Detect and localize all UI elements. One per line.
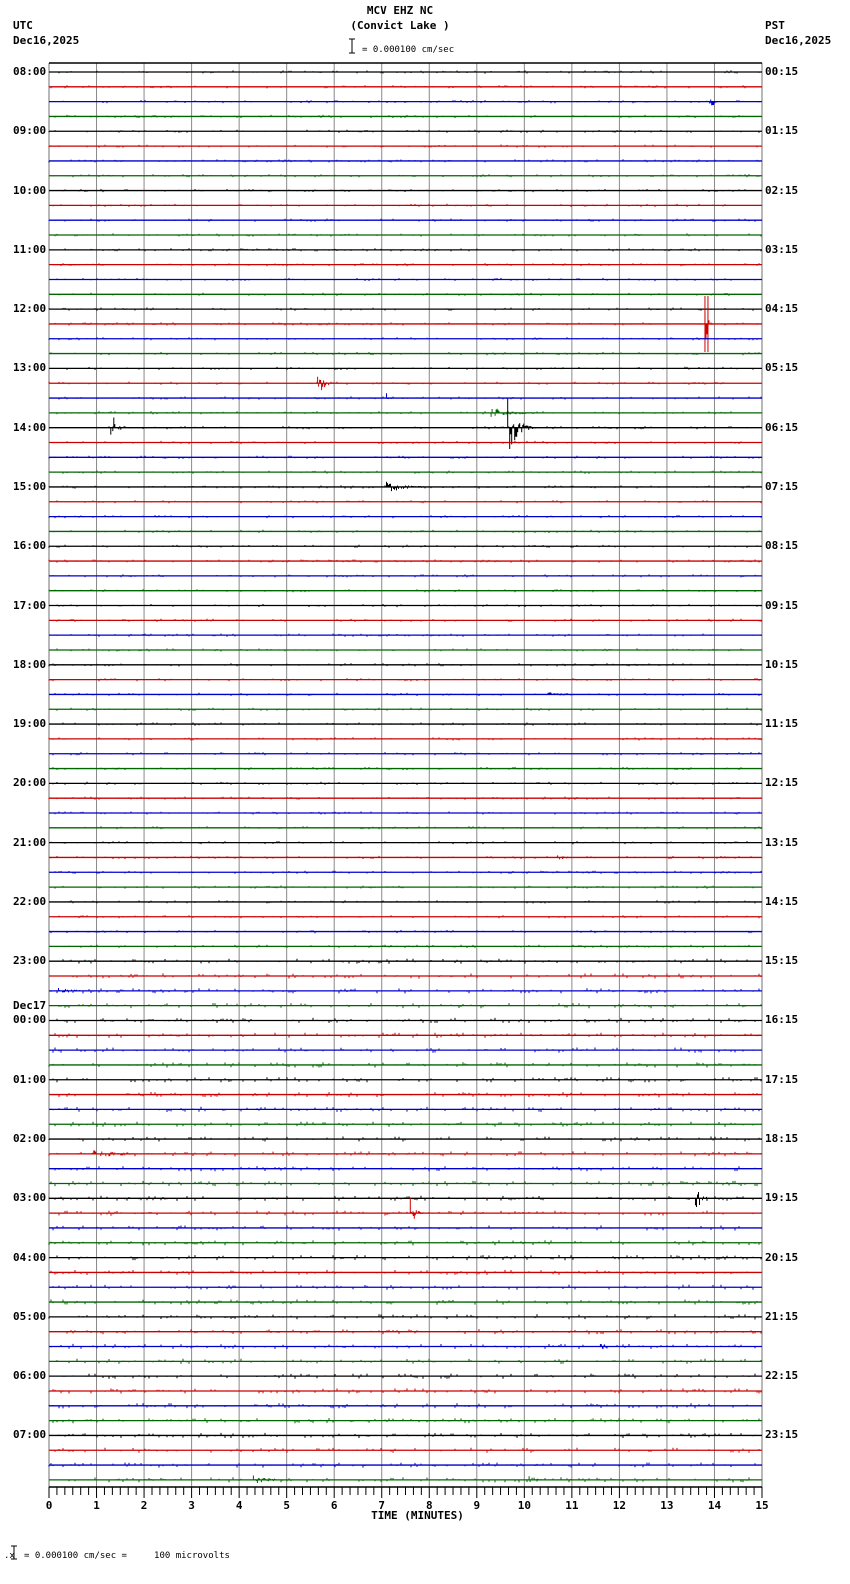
x-tick-label: 13 [660,1499,673,1512]
pst-hour-label: 17:15 [765,1072,799,1086]
pst-hour-label: 04:15 [765,302,799,316]
x-tick-label: 1 [93,1499,100,1512]
pst-hour-label: 19:15 [765,1191,799,1205]
pst-hour-label: 08:15 [765,539,799,553]
utc-hour-label: 16:00 [13,539,47,553]
pst-hour-label: 13:15 [765,835,799,849]
pst-hour-label: 07:15 [765,479,799,493]
pst-hour-label: 10:15 [765,657,799,671]
x-tick-label: 2 [141,1499,148,1512]
utc-hour-label: 13:00 [13,361,47,375]
utc-hour-label: 02:00 [13,1132,47,1146]
x-tick-label: 12 [613,1499,626,1512]
left-date: Dec16,2025 [13,34,80,47]
x-tick-label: 11 [565,1499,579,1512]
pst-hour-label: 23:15 [765,1428,799,1442]
utc-hour-label: 12:00 [13,302,47,316]
seismic-traces [48,70,762,1483]
footer-prefix: .x [4,1551,15,1561]
utc-hour-label: 11:00 [13,242,47,256]
time-axis: 0 1 2 3 4 5 6 7 8 9 10 11 12 13 14 15 [46,1486,769,1512]
x-tick-label: 4 [236,1499,243,1512]
utc-hour-label: 10:00 [13,183,47,197]
pst-hour-label: 20:15 [765,1250,799,1264]
pst-hour-label: 03:15 [765,242,799,256]
pst-hour-label: 18:15 [765,1132,799,1146]
utc-hour-label: 22:00 [13,894,47,908]
pst-hour-label: 02:15 [765,183,799,197]
pst-hour-label: 15:15 [765,954,799,968]
utc-hour-label: 21:00 [13,835,47,849]
pst-hour-label: 22:15 [765,1369,799,1383]
pst-hour-label: 12:15 [765,776,799,790]
utc-hour-label: 14:00 [13,420,47,434]
x-tick-label: 3 [188,1499,195,1512]
utc-hour-label: 03:00 [13,1191,47,1205]
pst-hour-label: 09:15 [765,598,799,612]
footer-scale-note: = 0.000100 cm/sec = 100 microvolts [24,1551,230,1561]
utc-hour-label: 07:00 [13,1428,47,1442]
utc-hour-label: 18:00 [13,657,47,671]
x-tick-label: 7 [378,1499,385,1512]
utc-hour-label: 19:00 [13,717,47,731]
utc-hour-label: 17:00 [13,598,47,612]
utc-hour-label: 00:00 [13,1013,47,1027]
minute-gridlines [48,62,763,1487]
utc-hour-label: 08:00 [13,65,47,78]
scale-bar-icon [11,38,355,1560]
x-tick-label: 14 [708,1499,722,1512]
utc-hour-label: 09:00 [13,124,47,138]
station-title: MCV EHZ NC [366,4,434,17]
utc-hour-label: 04:00 [13,1250,47,1264]
date-change-label: Dec17 [13,999,47,1013]
x-tick-label: 10 [518,1499,531,1512]
pst-hour-label: 01:15 [765,124,799,138]
pst-hour-label: 14:15 [765,894,799,908]
pst-hour-label: 00:15 [765,65,799,78]
x-tick-label: 0 [46,1499,53,1512]
x-axis-label: TIME (MINUTES) [371,1509,464,1522]
utc-hour-label: 23:00 [13,954,47,968]
x-tick-label: 9 [473,1499,480,1512]
pst-hour-label: 16:15 [765,1013,799,1027]
scale-text: = 0.000100 cm/sec [362,45,455,55]
x-tick-label: 15 [755,1499,768,1512]
utc-hour-label: 06:00 [13,1369,47,1383]
right-date: Dec16,2025 [765,34,832,47]
right-timezone: PST [765,19,785,32]
pst-hour-label: 05:15 [765,361,799,375]
utc-hour-label: 05:00 [13,1309,47,1323]
utc-hour-label: 20:00 [13,776,47,790]
utc-hour-label: 01:00 [13,1072,47,1086]
station-location: (Convict Lake ) [350,19,450,32]
left-timezone: UTC [13,19,33,32]
utc-hour-label: 15:00 [13,479,47,493]
pst-hour-label: 11:15 [765,717,799,731]
x-tick-label: 5 [283,1499,290,1512]
x-tick-label: 6 [331,1499,338,1512]
pst-hour-label: 21:15 [765,1309,799,1323]
pst-hour-label: 06:15 [765,420,799,434]
x-tick-label: 8 [426,1499,433,1512]
